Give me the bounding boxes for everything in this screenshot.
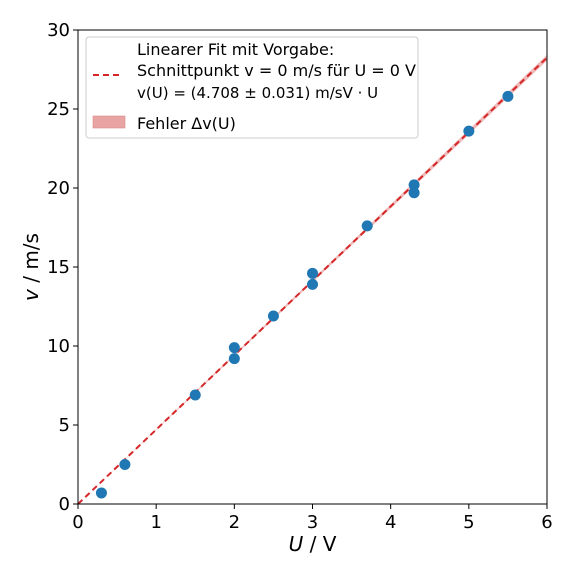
- legend-box: [85, 36, 419, 139]
- y-axis-variable: v: [19, 288, 43, 301]
- y-tick-label: 0: [59, 494, 70, 515]
- x-axis-label: U / V: [289, 532, 337, 556]
- y-tick-label: 15: [47, 257, 70, 278]
- data-point: [228, 353, 240, 365]
- y-tick-label: 30: [47, 20, 70, 41]
- data-point: [502, 90, 514, 102]
- x-tick-label: 4: [385, 512, 396, 533]
- y-tick-label: 5: [59, 415, 70, 436]
- data-point: [307, 278, 318, 290]
- data-point: [228, 342, 240, 354]
- legend-fit-title: Linearer Fit mit Vorgabe:: [137, 40, 334, 59]
- legend: Linearer Fit mit Vorgabe: Schnittpunkt v…: [85, 36, 419, 139]
- x-tick-label: 6: [541, 512, 552, 533]
- x-tick-label: 0: [72, 512, 83, 533]
- y-axis-ticks: 0 5 10 15 20 25 30: [47, 20, 78, 515]
- x-axis-ticks: 0 1 2 3 4 5 6: [72, 504, 553, 533]
- data-point: [267, 310, 279, 322]
- x-tick-label: 1: [150, 512, 161, 533]
- data-point: [307, 267, 318, 279]
- legend-fit-intercept: Schnittpunkt v = 0 m/s für U = 0 V: [137, 61, 416, 80]
- y-tick-label: 25: [47, 99, 70, 120]
- y-axis-label: v / m/s: [19, 233, 43, 301]
- x-axis-variable: U: [289, 532, 304, 556]
- x-tick-label: 2: [229, 512, 240, 533]
- data-point: [408, 179, 420, 191]
- data-point: [95, 487, 107, 499]
- data-point: [119, 459, 131, 470]
- x-tick-label: 3: [307, 512, 318, 533]
- y-tick-label: 10: [47, 336, 70, 357]
- data-points-layer: [95, 90, 514, 499]
- x-tick-label: 5: [463, 512, 474, 533]
- data-point: [463, 125, 475, 137]
- x-axis-unit: / V: [303, 532, 336, 556]
- legend-fit-equation: v(U) = (4.708 ± 0.031) m/sV · U: [137, 84, 378, 102]
- data-point: [361, 220, 373, 232]
- legend-band-swatch: [92, 115, 126, 129]
- y-axis-unit: / m/s: [19, 233, 43, 289]
- y-tick-label: 20: [47, 178, 70, 199]
- data-point: [408, 187, 420, 199]
- legend-band-label: Fehler Δv(U): [137, 114, 236, 133]
- data-point: [189, 389, 201, 401]
